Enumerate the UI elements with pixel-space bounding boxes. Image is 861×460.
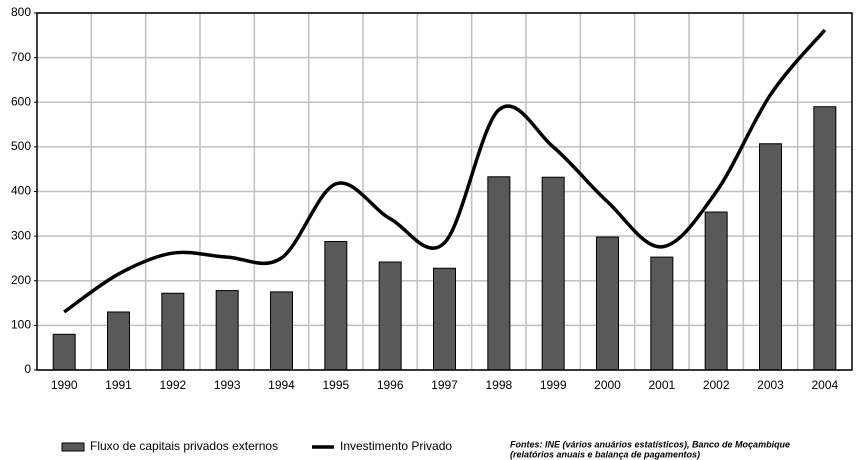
bar xyxy=(270,291,293,371)
bar xyxy=(650,256,674,371)
bar xyxy=(813,106,837,371)
bar xyxy=(487,176,511,371)
x-tick-label: 1999 xyxy=(540,378,567,392)
y-tick-label: 300 xyxy=(11,228,31,242)
x-tick-label: 1998 xyxy=(485,378,512,392)
y-tick-label: 600 xyxy=(11,94,31,108)
bar xyxy=(541,176,565,371)
y-tick-label: 0 xyxy=(24,362,31,376)
bar xyxy=(215,290,239,371)
bar xyxy=(107,311,130,371)
source-note: Fontes: INE (vários anuários estatístico… xyxy=(510,439,790,449)
y-tick-label: 800 xyxy=(11,5,31,19)
y-tick-label: 500 xyxy=(11,139,31,153)
bar xyxy=(759,143,782,371)
y-tick-label: 200 xyxy=(11,273,31,287)
line xyxy=(63,28,827,314)
x-tick-label: 1995 xyxy=(322,378,349,392)
x-tick-label: 1997 xyxy=(431,378,458,392)
source-note: (relatórios anuais e balança de pagament… xyxy=(510,449,700,459)
x-tick-label: 2001 xyxy=(648,378,675,392)
legend-swatch xyxy=(61,442,85,452)
bar xyxy=(433,267,456,371)
x-tick-label: 1992 xyxy=(159,378,186,392)
x-tick-label: 1994 xyxy=(268,378,295,392)
bar xyxy=(161,292,185,371)
x-tick-label: 1991 xyxy=(105,378,132,392)
bar xyxy=(52,333,76,371)
y-tick-label: 400 xyxy=(11,184,31,198)
legend-label: Fluxo de capitais privados externos xyxy=(90,439,278,453)
x-tick-label: 1993 xyxy=(214,378,241,392)
bar xyxy=(596,236,619,371)
y-tick-label: 700 xyxy=(11,50,31,64)
bar xyxy=(378,261,402,371)
y-tick-label: 100 xyxy=(11,318,31,332)
plot-border xyxy=(36,12,853,371)
legend-label: Investimento Privado xyxy=(340,439,452,453)
x-tick-label: 2000 xyxy=(594,378,621,392)
bar xyxy=(704,211,728,371)
x-tick-label: 2004 xyxy=(811,378,838,392)
x-tick-label: 1990 xyxy=(51,378,78,392)
bar xyxy=(324,240,348,371)
x-tick-label: 1996 xyxy=(377,378,404,392)
x-tick-label: 2003 xyxy=(757,378,784,392)
x-tick-label: 2002 xyxy=(703,378,730,392)
